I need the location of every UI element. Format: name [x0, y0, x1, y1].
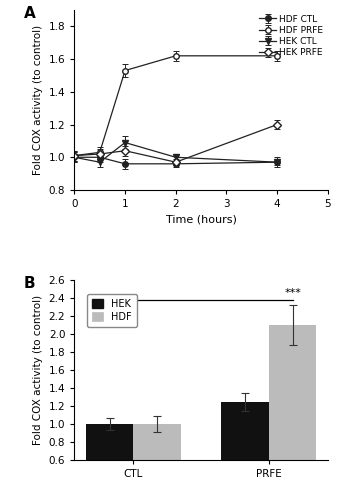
Text: ***: ***	[284, 288, 301, 298]
X-axis label: Time (hours): Time (hours)	[166, 214, 237, 224]
Bar	[86, 424, 133, 500]
Bar	[133, 424, 181, 500]
Y-axis label: Fold COX activity (to control): Fold COX activity (to control)	[33, 295, 43, 445]
Text: B: B	[24, 276, 35, 291]
Bar	[221, 402, 269, 500]
Legend: HEK, HDF: HEK, HDF	[87, 294, 137, 326]
Y-axis label: Fold COX activity (to control): Fold COX activity (to control)	[33, 25, 43, 175]
Bar	[269, 325, 316, 500]
Legend: HDF CTL, HDF PRFE, HEK CTL, HEK PRFE: HDF CTL, HDF PRFE, HEK CTL, HEK PRFE	[256, 11, 327, 61]
Text: A: A	[24, 6, 35, 22]
